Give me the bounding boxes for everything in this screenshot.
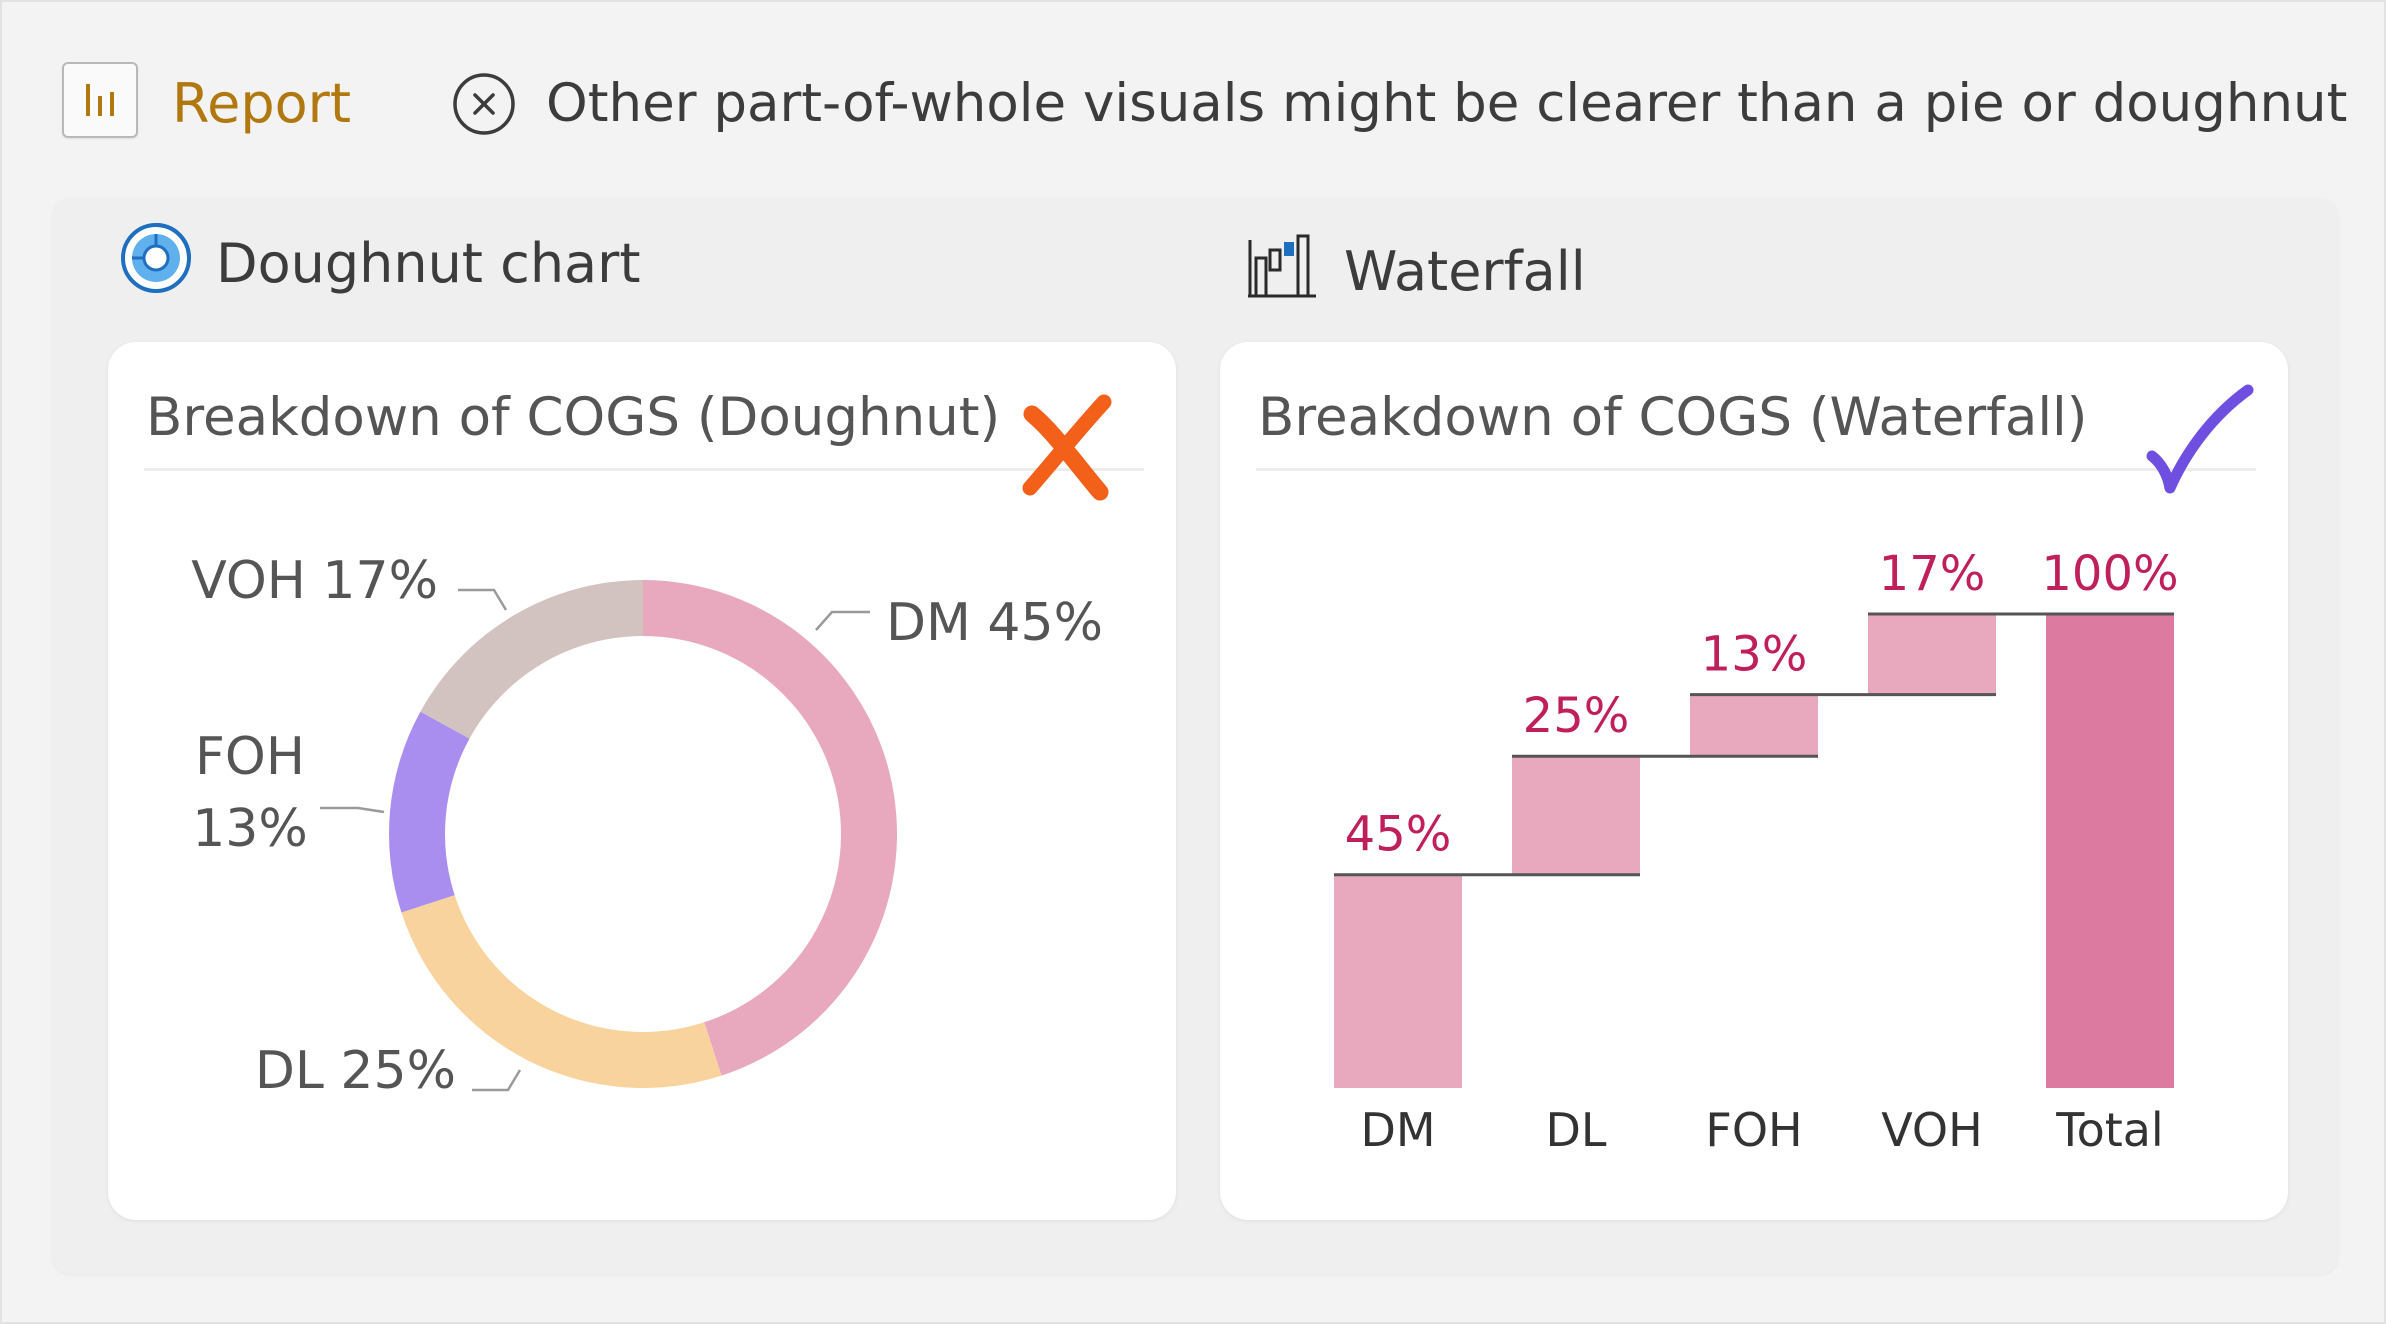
doughnut-slice-dm[interactable] <box>643 580 897 1076</box>
title-divider <box>1256 468 2256 471</box>
data-label-foh: 13% <box>1701 627 1808 683</box>
waterfall-chart-card[interactable]: Breakdown of COGS (Waterfall) 45% DM 25% DL… <box>1220 342 2288 1220</box>
slice-value-foh: 13% <box>192 799 308 859</box>
waterfall-section-label: Waterfall <box>1344 240 1586 303</box>
slice-label-voh: VOH 17% <box>191 551 438 611</box>
doughnut-slice-foh[interactable] <box>389 711 470 913</box>
x-tick-label-total: Total <box>2055 1103 2163 1157</box>
title-divider <box>144 468 1144 471</box>
cross-mark-icon <box>1022 394 1112 501</box>
close-circle-icon[interactable] <box>452 72 516 136</box>
slice-label-dl: DL 25% <box>255 1041 456 1101</box>
waterfall-chart-title: Breakdown of COGS (Waterfall) <box>1258 387 2088 448</box>
waterfall-bar-dl[interactable] <box>1512 756 1640 875</box>
x-tick-label-dl: DL <box>1545 1103 1606 1157</box>
doughnut-chart-title: Breakdown of COGS (Doughnut) <box>146 387 1001 448</box>
tip-message: Other part-of-whole visuals might be cle… <box>546 73 2348 134</box>
leader-line <box>458 588 508 611</box>
x-tick-label-dm: DM <box>1360 1103 1435 1157</box>
report-tab-label[interactable]: Report <box>172 72 352 135</box>
waterfall-bar-total[interactable] <box>2046 614 2174 1088</box>
waterfall-bar-foh[interactable] <box>1690 694 1818 757</box>
check-mark-icon <box>2146 384 2254 494</box>
waterfall-bar-voh[interactable] <box>1868 614 1996 695</box>
waterfall-bar-dm[interactable] <box>1334 874 1462 1088</box>
doughnut-chart-icon <box>121 223 191 293</box>
x-tick-label-voh: VOH <box>1881 1103 1982 1157</box>
waterfall-chart: 45% DM 25% DL 13% FOH 17% VOH 100% Total <box>1334 546 2179 1157</box>
leader-line <box>815 610 870 631</box>
data-label-voh: 17% <box>1879 546 1986 602</box>
doughnut-chart: DM 45% DL 25% FOH 13% VOH 17% <box>191 551 1103 1101</box>
data-label-dm: 45% <box>1345 807 1452 863</box>
leader-line <box>472 1069 522 1092</box>
slice-label-foh: FOH <box>195 727 305 787</box>
slice-label-dm: DM 45% <box>886 593 1103 653</box>
doughnut-slice-dl[interactable] <box>401 895 722 1088</box>
data-label-total: 100% <box>2041 546 2178 602</box>
doughnut-chart-card[interactable]: Breakdown of COGS (Doughnut) DM 45% DL 25… <box>108 342 1176 1220</box>
leader-line <box>320 806 385 814</box>
doughnut-slice-voh[interactable] <box>420 580 643 739</box>
doughnut-section-label: Doughnut chart <box>216 232 641 295</box>
data-label-dl: 25% <box>1523 688 1630 744</box>
bar-chart-icon[interactable] <box>62 62 138 138</box>
waterfall-chart-icon <box>1248 234 1316 298</box>
x-tick-label-foh: FOH <box>1705 1103 1802 1157</box>
